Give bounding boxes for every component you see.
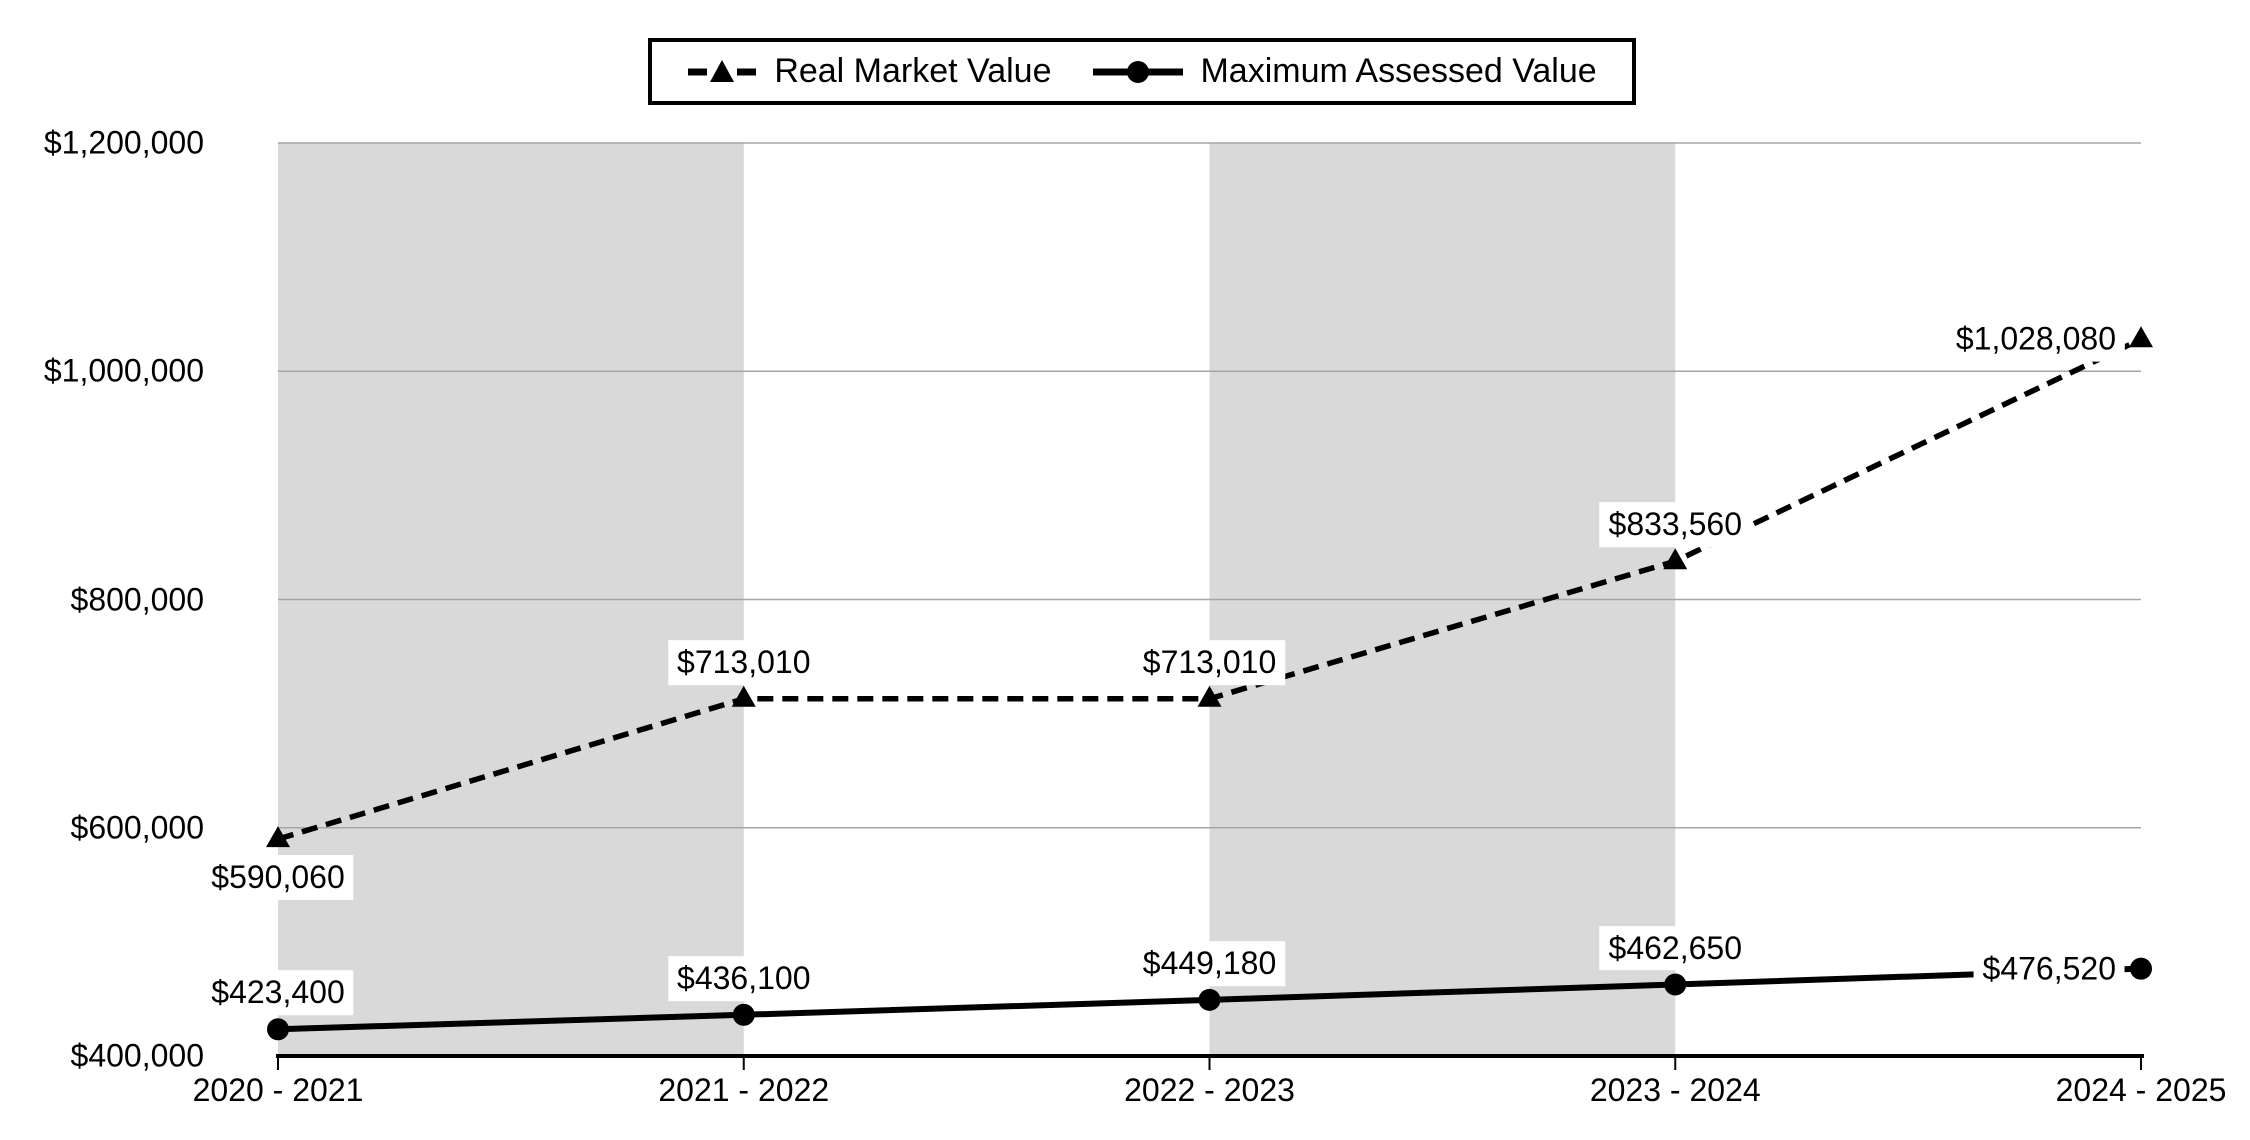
y-tick-label: $1,200,000 bbox=[43, 124, 204, 161]
x-tick-label: 2020 - 2021 bbox=[192, 1072, 364, 1108]
circle-marker bbox=[2130, 957, 2152, 980]
y-tick-label: $600,000 bbox=[70, 809, 204, 846]
data-label: $713,010 bbox=[1133, 639, 1286, 685]
triangle-marker bbox=[731, 685, 756, 707]
y-tick-label: $1,000,000 bbox=[43, 352, 204, 389]
maximum-assessed-value-solid-line-sample-icon bbox=[1093, 60, 1184, 83]
data-label: $462,650 bbox=[1599, 925, 1751, 971]
data-label: $436,100 bbox=[668, 956, 820, 1001]
x-tick-label: 2021 - 2022 bbox=[658, 1072, 830, 1108]
triangle-marker bbox=[1663, 548, 1688, 570]
circle-marker bbox=[1198, 988, 1221, 1011]
data-label: $590,060 bbox=[202, 855, 354, 900]
data-label: $833,560 bbox=[1599, 502, 1751, 548]
y-tick-label: $400,000 bbox=[70, 1037, 204, 1074]
y-tick-label: $800,000 bbox=[70, 581, 204, 617]
data-label: $423,400 bbox=[202, 970, 354, 1016]
legend-label-real-market-value: Real Market Value bbox=[774, 52, 1052, 90]
legend: Real Market Value Maximum Assessed Value bbox=[648, 38, 1636, 105]
legend-label-maximum-assessed-value: Maximum Assessed Value bbox=[1200, 52, 1597, 90]
real-market-value-dashed-line-sample-icon bbox=[688, 59, 757, 82]
data-label: $713,010 bbox=[668, 639, 820, 685]
x-tick-label: 2022 - 2023 bbox=[1124, 1072, 1295, 1108]
triangle-marker bbox=[2129, 326, 2153, 348]
data-label: $1,028,080 bbox=[1946, 316, 2125, 362]
x-tick-label: 2023 - 2024 bbox=[1589, 1072, 1761, 1108]
triangle-marker bbox=[266, 826, 290, 848]
data-label: $449,180 bbox=[1133, 941, 1286, 986]
x-tick-label: 2024 - 2025 bbox=[2055, 1072, 2227, 1108]
triangle-marker bbox=[1197, 685, 1222, 707]
circle-marker bbox=[732, 1003, 755, 1026]
circle-marker bbox=[1664, 973, 1687, 996]
data-label: $476,520 bbox=[1973, 946, 2125, 992]
circle-marker bbox=[267, 1018, 289, 1041]
